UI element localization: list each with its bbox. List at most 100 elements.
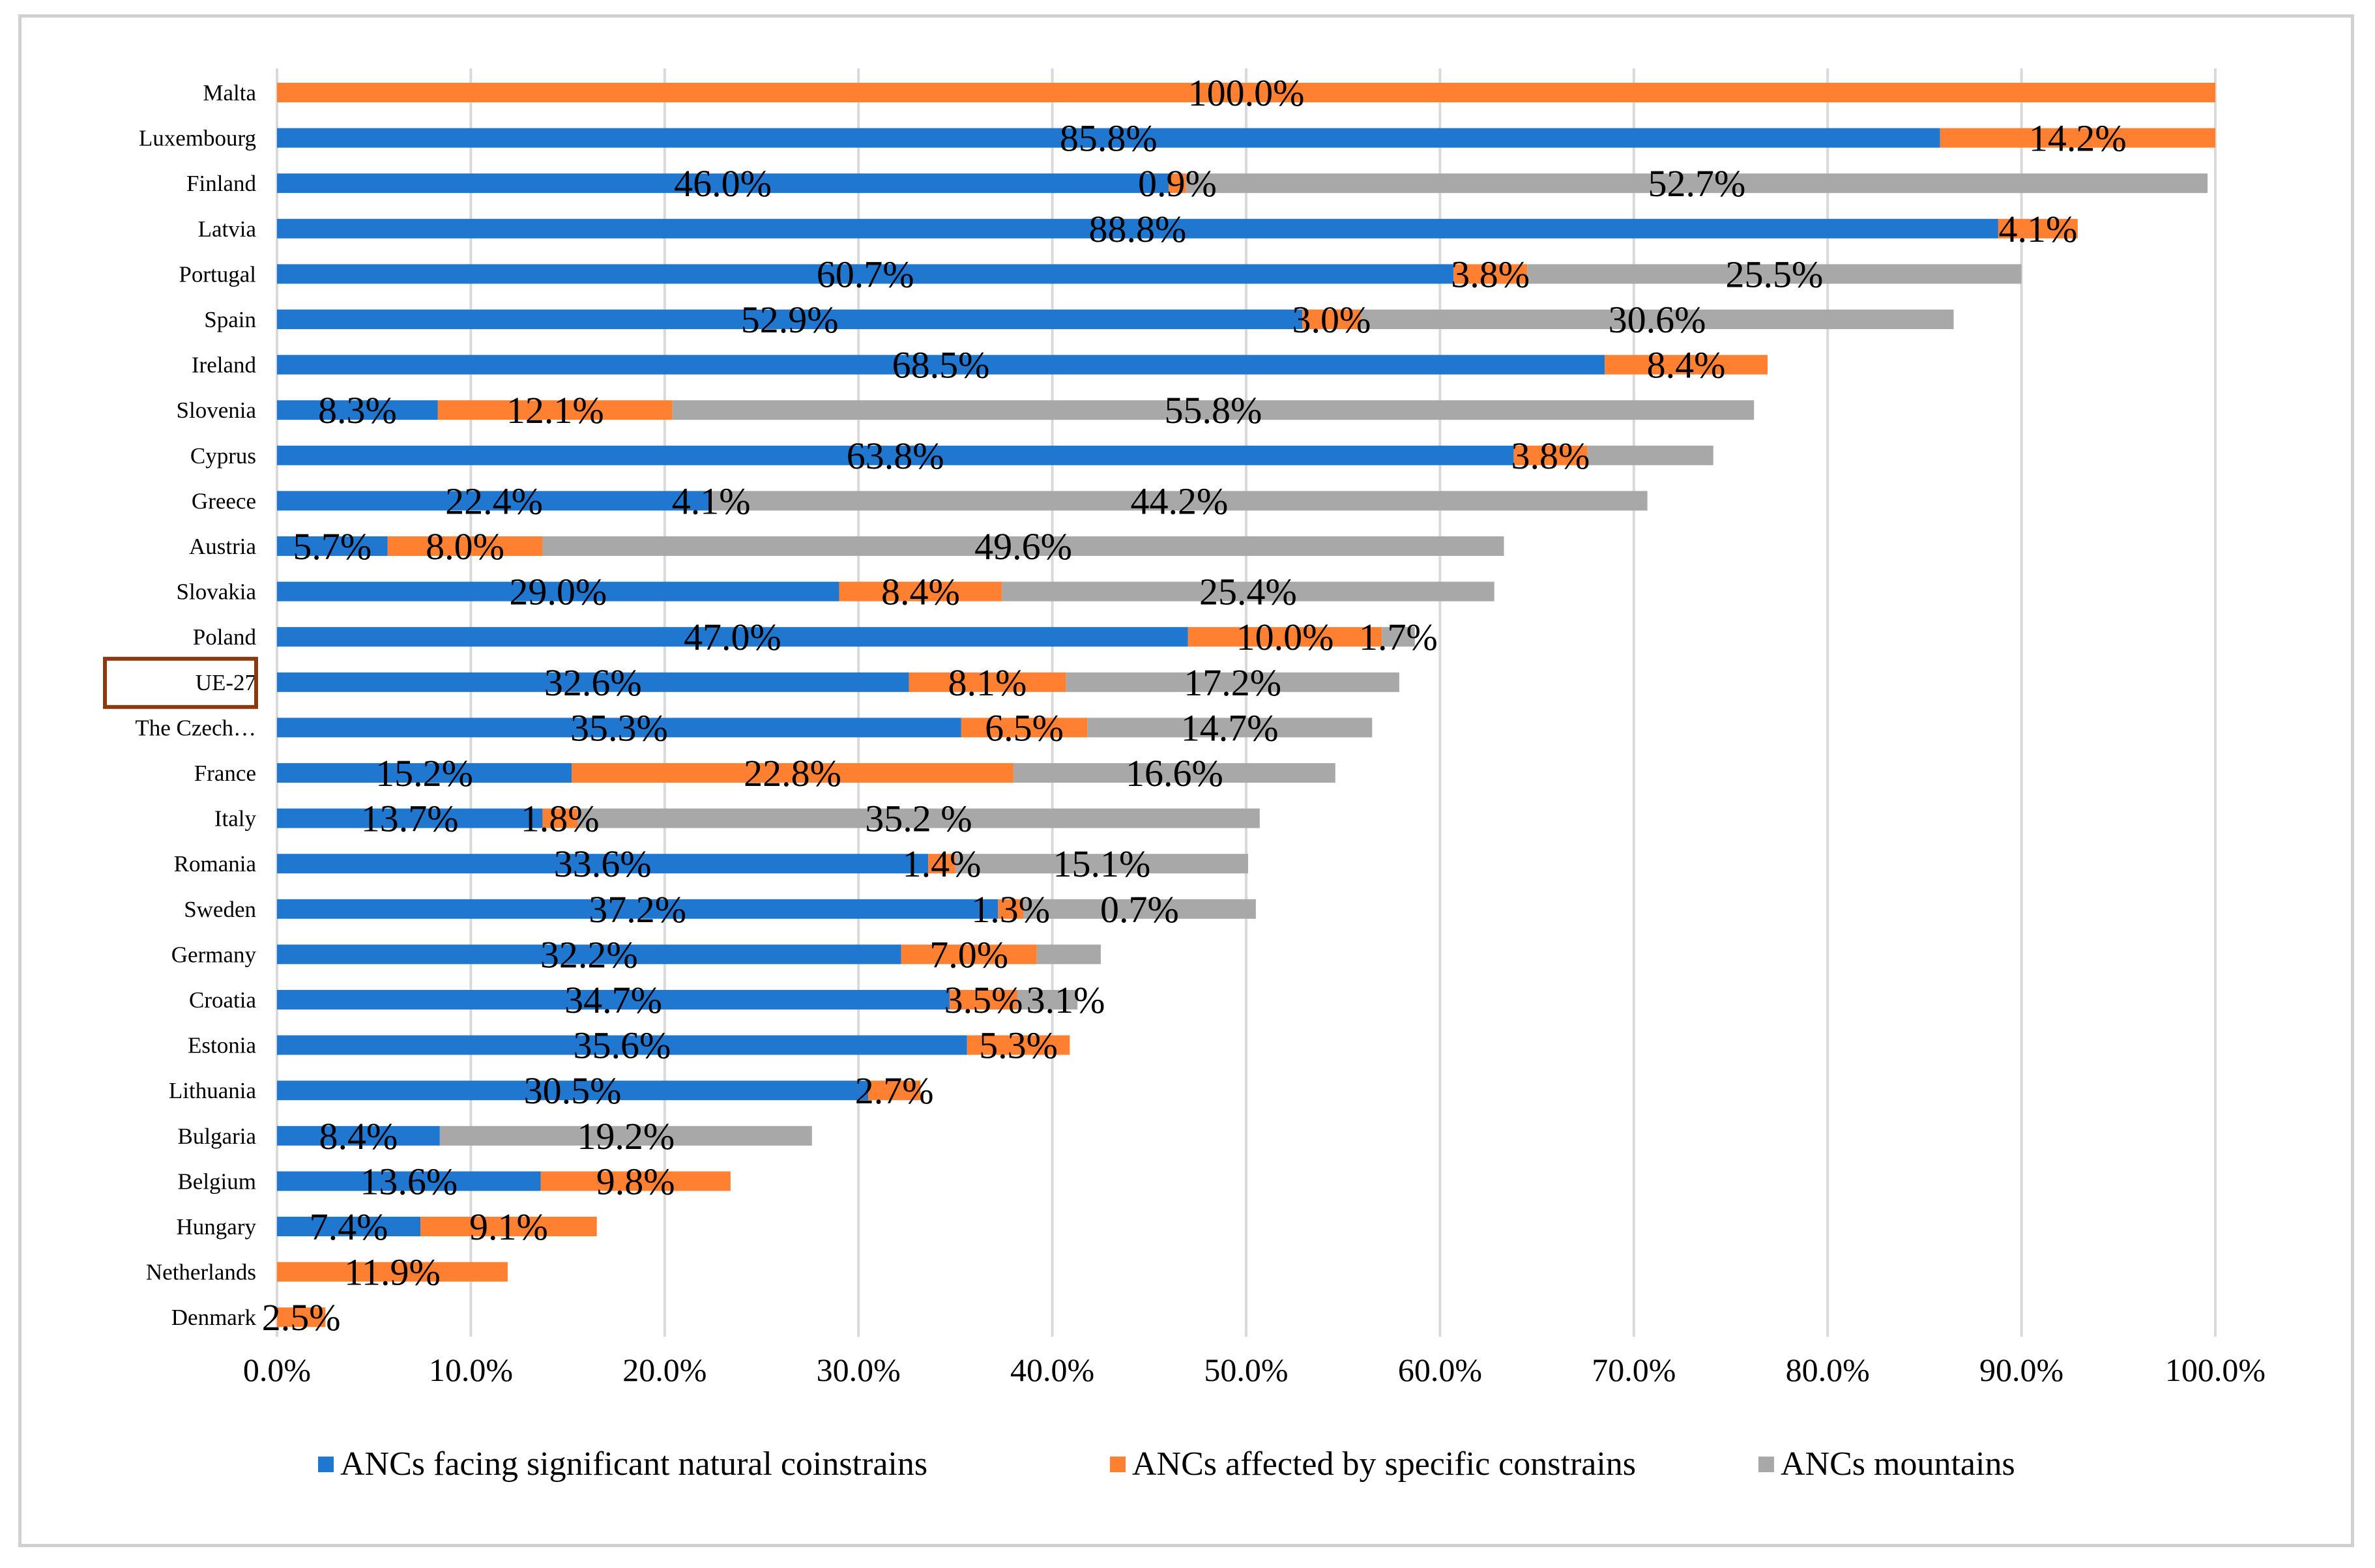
bar-segment — [277, 445, 1514, 465]
category-label: Slovakia — [177, 579, 257, 605]
data-label: 14.7% — [1181, 706, 1279, 749]
data-label: 8.4% — [319, 1115, 398, 1157]
bar-segment — [928, 854, 955, 874]
bar-segment — [542, 536, 1504, 556]
category-label: Romania — [174, 851, 257, 877]
data-label: 55.8% — [1165, 389, 1262, 431]
bar-segment — [998, 899, 1023, 919]
data-label: 15.2% — [375, 752, 473, 794]
data-label: 1.4% — [903, 843, 982, 885]
bar-segment — [1087, 718, 1373, 738]
data-label: 1.3% — [971, 888, 1050, 931]
data-label: 52.9% — [741, 298, 839, 341]
data-label: 44.2% — [1130, 480, 1228, 522]
data-label: 8.0% — [426, 525, 504, 568]
data-label: 3.0% — [1292, 298, 1371, 341]
bar-segment — [1587, 445, 1713, 465]
data-label: 32.6% — [544, 661, 642, 704]
legend-label: ANCs mountains — [1781, 1445, 2015, 1483]
data-label: 12.1% — [506, 389, 604, 431]
data-label: 14.2% — [2029, 117, 2127, 160]
category-label: Luxembourg — [139, 126, 256, 151]
data-label: 0.7% — [1100, 888, 1179, 931]
legend-swatch — [1758, 1457, 1774, 1472]
data-label: 30.5% — [524, 1069, 622, 1112]
bar-segment — [901, 944, 1037, 965]
bar-segment — [277, 627, 1188, 647]
category-label: Austria — [189, 534, 257, 559]
bar-segment — [277, 899, 998, 919]
category-label: Italy — [214, 806, 257, 832]
bar-segment — [839, 581, 1002, 602]
data-label: 49.6% — [974, 525, 1072, 568]
data-label: 17.2% — [1184, 661, 1281, 704]
bar-segment — [577, 808, 1260, 828]
data-label: 5.7% — [293, 525, 372, 568]
bar-segment — [1360, 310, 1954, 329]
bar-segment — [277, 218, 1998, 239]
bar-segment — [1382, 627, 1415, 647]
data-label: 68.5% — [892, 344, 990, 386]
x-tick-label: 70.0% — [1592, 1352, 1676, 1388]
data-label: 8.3% — [318, 389, 397, 431]
bar-segment — [277, 1307, 326, 1328]
legend-label: ANCs facing significant natural coinstra… — [340, 1445, 927, 1483]
bar-segment — [277, 672, 909, 692]
bar-segment — [277, 718, 961, 738]
data-label: 3.8% — [1511, 435, 1590, 477]
bar-segment — [955, 854, 1248, 874]
x-tick-label: 10.0% — [429, 1352, 513, 1388]
legend: ANCs facing significant natural coinstra… — [318, 1445, 2015, 1483]
data-label: 35.6% — [573, 1024, 671, 1067]
category-label: Malta — [203, 80, 256, 106]
category-label: UE-27 — [196, 670, 256, 695]
category-label: Sweden — [184, 897, 256, 922]
category-label: Slovenia — [177, 398, 257, 423]
highlight-box — [103, 656, 258, 709]
bar-segment — [1453, 264, 1528, 284]
stacked-bar-chart: 100.0% 85.8% 14.2% 46.0% 0.9% 52.7% 88.8% 4.1% 6… — [103, 68, 2266, 1483]
bar-segment — [277, 808, 543, 828]
data-label: 16.6% — [1126, 752, 1223, 794]
bar-segment — [277, 536, 388, 556]
data-label: 2.7% — [855, 1069, 934, 1112]
bar-segment — [277, 1125, 440, 1146]
data-label: 29.0% — [509, 571, 607, 613]
data-label: 3.5% — [944, 979, 1023, 1021]
data-label: 35.3% — [570, 706, 668, 749]
x-tick-label: 60.0% — [1398, 1352, 1482, 1388]
bar-segment — [572, 763, 1014, 783]
bar-segment — [540, 1171, 731, 1191]
bar-segment — [1002, 581, 1494, 602]
category-label: Hungary — [177, 1214, 257, 1240]
data-label: 1.8% — [521, 798, 600, 840]
data-label: 1.7% — [1359, 616, 1438, 658]
data-label: 15.1% — [1053, 843, 1151, 885]
data-label: 30.6% — [1609, 298, 1706, 341]
x-tick-label: 80.0% — [1786, 1352, 1870, 1388]
x-tick-label: 100.0% — [2165, 1352, 2266, 1388]
x-tick-label: 50.0% — [1204, 1352, 1288, 1388]
bar-segment — [711, 491, 1648, 511]
bar-segment — [961, 718, 1088, 738]
bar-segment — [1023, 899, 1256, 919]
x-tick-label: 90.0% — [1979, 1352, 2063, 1388]
category-label: Croatia — [189, 987, 256, 1013]
bar-segment — [1013, 763, 1335, 783]
category-label: Latvia — [198, 216, 257, 242]
data-label: 37.2% — [589, 888, 686, 931]
bar-segment — [277, 83, 2215, 102]
bar-segment — [1998, 218, 2078, 239]
category-label: Netherlands — [146, 1260, 256, 1285]
bar-segment — [1302, 310, 1361, 329]
bar-segment — [277, 1035, 967, 1055]
data-label: 8.4% — [881, 571, 960, 613]
bar-segment — [277, 763, 572, 783]
data-label: 52.7% — [1648, 162, 1746, 205]
bar-segment — [420, 1217, 597, 1236]
bar-segment — [277, 581, 839, 602]
data-label: 63.8% — [847, 435, 944, 477]
data-label: 88.8% — [1089, 208, 1187, 250]
bar-segment — [277, 1217, 421, 1236]
bar-segment — [277, 264, 1454, 284]
